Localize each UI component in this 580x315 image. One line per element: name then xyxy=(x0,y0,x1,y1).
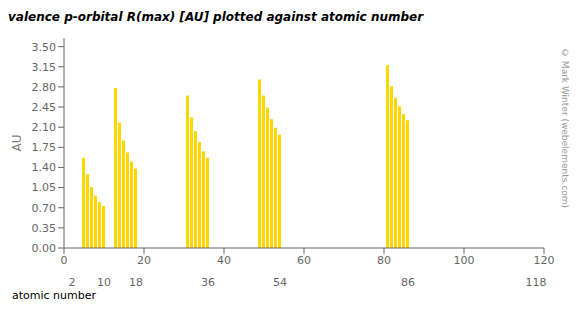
svg-text:54: 54 xyxy=(273,276,287,288)
svg-text:80: 80 xyxy=(377,254,391,267)
svg-text:0.70: 0.70 xyxy=(32,202,57,215)
html-text:valence p-orbital R(max) [AU]: valence p-orbital R(max) [AU] plotted ag… xyxy=(8,10,424,24)
svg-text:1.05: 1.05 xyxy=(32,181,57,194)
svg-text:2.80: 2.80 xyxy=(32,81,57,94)
svg-text:100: 100 xyxy=(454,254,475,267)
svg-text:2.45: 2.45 xyxy=(32,101,57,114)
svg-text:20: 20 xyxy=(137,254,151,267)
svg-text:3.15: 3.15 xyxy=(32,61,57,74)
svg-text:0: 0 xyxy=(61,254,68,267)
svg-text:1.75: 1.75 xyxy=(32,141,57,154)
svg-text:40: 40 xyxy=(217,254,231,267)
svg-text:2: 2 xyxy=(69,276,76,288)
svg-text:118: 118 xyxy=(526,276,547,288)
svg-text:2.10: 2.10 xyxy=(32,121,57,134)
svg-text:86: 86 xyxy=(401,276,415,288)
svg-text:120: 120 xyxy=(534,254,555,267)
svg-text:1.40: 1.40 xyxy=(32,161,57,174)
svg-text:0.35: 0.35 xyxy=(32,222,57,235)
svg-text:18: 18 xyxy=(129,276,143,288)
svg-text:36: 36 xyxy=(201,276,215,288)
svg-text:60: 60 xyxy=(297,254,311,267)
html-text:© Mark Winter (webelements.com: © Mark Winter (webelements.com) xyxy=(560,48,570,208)
svg-text:3.50: 3.50 xyxy=(32,41,57,54)
svg-text:AU: AU xyxy=(10,135,24,152)
svg-text:0.00: 0.00 xyxy=(32,242,57,255)
svg-text:10: 10 xyxy=(97,276,111,288)
html-text:atomic number: atomic number xyxy=(12,289,96,302)
